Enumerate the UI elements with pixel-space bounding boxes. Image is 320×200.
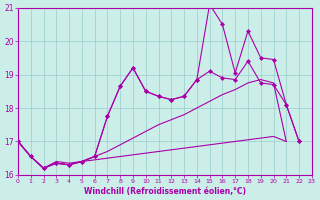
X-axis label: Windchill (Refroidissement éolien,°C): Windchill (Refroidissement éolien,°C) bbox=[84, 187, 246, 196]
